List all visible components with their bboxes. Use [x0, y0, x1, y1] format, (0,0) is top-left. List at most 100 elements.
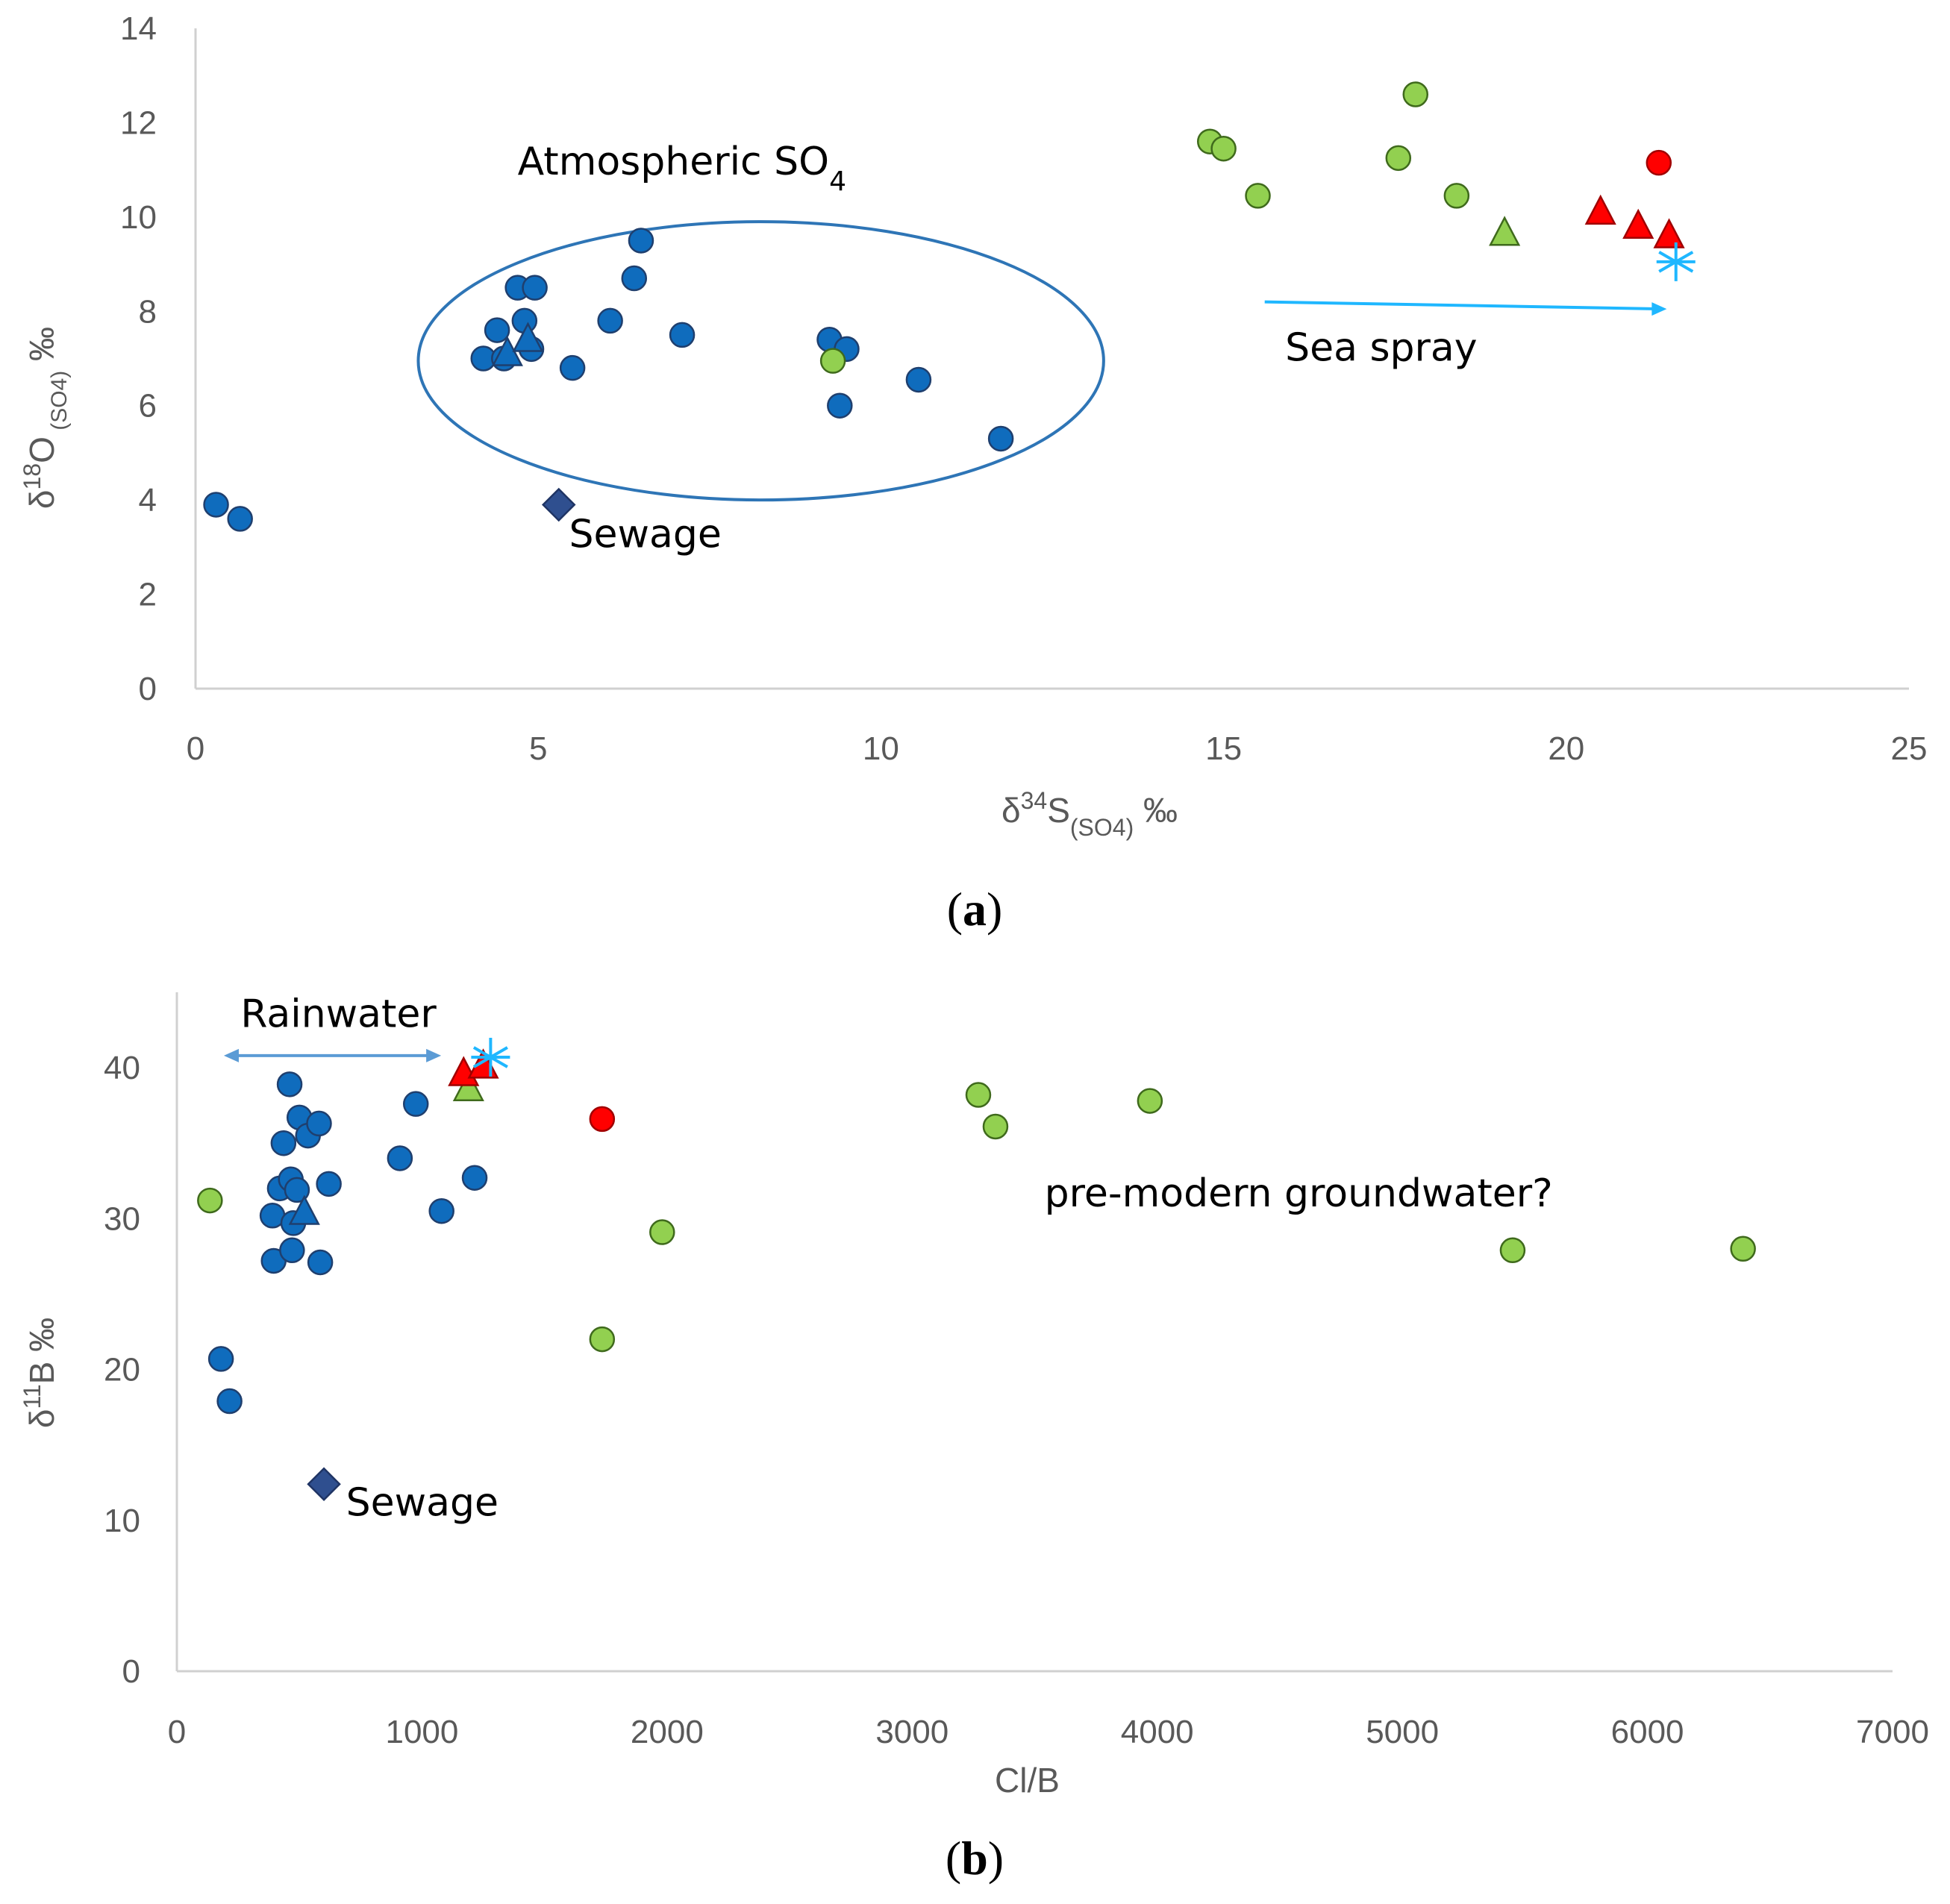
seawater-asterisk-marker [471, 1037, 510, 1077]
panel-a-annotation-sewage: Sewage [569, 512, 722, 557]
panel-b-caption-letter: b [961, 1832, 988, 1885]
panel-a-blue-circle-marker [628, 228, 654, 254]
panel-a-blue-circle-marker [597, 307, 623, 334]
panel-b-green-circle-marker [649, 1219, 675, 1245]
panel-b-blue-circle-marker [402, 1091, 429, 1117]
panel-b-blue-circle-marker [216, 1388, 243, 1415]
panel-a-y-tick-label: 6 [139, 388, 157, 425]
panel-b-annotation-rainwater: Rainwater [240, 992, 437, 1037]
panel-a-annotations: Atmospheric SO4 Sea spray Sewage [518, 140, 1478, 557]
panel-b-blue-circle-marker [428, 1197, 454, 1224]
panel-a-blue-circle-marker [827, 392, 853, 419]
panel-a-caption-letter: a [963, 883, 987, 936]
panel-b-x-tick-label: 1000 [385, 1714, 458, 1750]
panel-a-blue-triangle-marker [512, 322, 544, 352]
panel-a-green-circle-marker [1385, 145, 1412, 172]
panel-a-annotation-seaspray: Sea spray [1285, 326, 1478, 371]
panel-b-y-tick-label: 40 [104, 1050, 140, 1086]
panel-a-green-circle-marker [819, 348, 846, 374]
panel-b-x-tick-label: 5000 [1366, 1714, 1439, 1750]
panel-a-green-circle-marker [1402, 81, 1429, 107]
panel-a-green-triangle-marker [1489, 216, 1521, 246]
panel-b-annotation-premodern: pre-modern groundwater? [1045, 1171, 1553, 1216]
panel-a-y-tick-label: 14 [120, 10, 157, 47]
panel-a-green-circle-marker [1443, 183, 1470, 209]
sewage-diamond-marker [307, 1467, 341, 1502]
panel-a-points [203, 81, 1696, 532]
seawater-asterisk-marker [1656, 242, 1696, 281]
panel-a-y-tick-label: 2 [139, 577, 157, 613]
panel-a-blue-circle-marker [669, 322, 696, 348]
panel-b-x-axis-label: Cl/B [995, 1761, 1060, 1800]
rainwater-range-arrow [223, 1048, 442, 1062]
panel-a-x-tick-label: 5 [529, 730, 547, 767]
panel-b-annotation-sewage: Sewage [346, 1481, 499, 1526]
panel-b-green-circle-marker [197, 1187, 223, 1214]
panel-a-arrow-layer [1264, 300, 1667, 316]
panel-a-red-circle-marker [1646, 149, 1672, 176]
panel-a-blue-circle-marker [559, 354, 586, 381]
panel-a-x-tick-label: 20 [1548, 730, 1584, 767]
panel-b-annotations: Rainwater pre-modern groundwater? Sewage [240, 992, 1552, 1526]
panel-b-green-triangle-marker [452, 1071, 484, 1101]
panel-b-blue-triangle-marker [288, 1194, 320, 1225]
panel-b-green-circle-marker [965, 1082, 992, 1108]
panel-a-ellipse-layer [416, 220, 1105, 502]
panel-b-y-tick-label: 20 [104, 1352, 140, 1388]
panel-b-red-circle-marker [589, 1106, 616, 1133]
panel-b-blue-circle-marker [276, 1071, 303, 1097]
panel-a-red-triangle-marker [1653, 218, 1685, 248]
panel-b-y-tick-label: 10 [104, 1503, 140, 1539]
panel-b-green-circle-marker [1730, 1236, 1756, 1262]
panel-b-arrow-layer [223, 1048, 442, 1062]
sewage-diamond-marker [541, 487, 576, 522]
panel-b-y-tick-label: 30 [104, 1200, 140, 1237]
panel-a-blue-circle-marker [621, 265, 648, 292]
panel-b-y-tick-label: 0 [122, 1653, 140, 1690]
panel-a-y-axis-label: δ18O (SO4) ‰ [19, 327, 72, 509]
panel-a-y-tick-label: 12 [120, 104, 157, 141]
panel-b-blue-circle-marker [270, 1130, 297, 1156]
panel-b-blue-circle-marker [207, 1346, 234, 1372]
panel-a-blue-circle-marker [484, 317, 510, 343]
panel-a-chart: 0 5 10 15 20 25 0 2 4 6 8 10 12 14 δ34S(SO4) ‰ δ18O (SO… [19, 10, 1927, 841]
panel-a-caption: (a) [947, 883, 1003, 936]
panel-a-blue-circle-marker [203, 492, 229, 518]
panel-b-x-tick-label: 3000 [875, 1714, 949, 1750]
panel-b-green-circle-marker [589, 1326, 616, 1353]
panel-a-y-tick-label: 0 [139, 671, 157, 707]
panel-a-y-tick-label: 8 [139, 293, 157, 330]
panel-b-green-circle-marker [982, 1113, 1009, 1140]
panel-a-blue-circle-marker [227, 506, 253, 532]
panel-b-x-tick-label: 7000 [1856, 1714, 1929, 1750]
panel-a-x-tick-label: 10 [863, 730, 899, 767]
panel-a-x-axis-label: δ34S(SO4) ‰ [1001, 787, 1178, 841]
panel-b-x-tick-label: 6000 [1611, 1714, 1684, 1750]
panel-b-x-tick-label: 0 [168, 1714, 186, 1750]
panel-a-y-tick-label: 4 [139, 482, 157, 519]
panel-b-y-axis-label: δ11B ‰ [19, 1318, 61, 1428]
sea-spray-arrow [1264, 300, 1667, 316]
panel-a-x-tick-label: 0 [187, 730, 204, 767]
panel-a-green-circle-marker [1210, 135, 1237, 162]
panel-b-caption: (b) [946, 1832, 1004, 1885]
panel-a-red-triangle-marker [1584, 194, 1616, 225]
panel-b-blue-circle-marker [316, 1171, 342, 1197]
panel-a-blue-circle-marker [522, 275, 548, 301]
panel-b-x-tick-label: 2000 [631, 1714, 704, 1750]
panel-b-blue-circle-marker [461, 1165, 488, 1191]
panel-a-blue-circle-marker [905, 366, 932, 393]
panel-b-x-tick-label: 4000 [1121, 1714, 1194, 1750]
panel-a-y-tick-label: 10 [120, 199, 157, 236]
atmospheric-ellipse [416, 220, 1105, 502]
panel-a-blue-circle-marker [987, 425, 1014, 452]
panel-a-axes: 0 5 10 15 20 25 0 2 4 6 8 10 12 14 δ34S(SO4) ‰ δ18O (SO… [19, 10, 1927, 841]
panel-a-annotation-atmospheric: Atmospheric SO4 [518, 140, 846, 197]
panel-b-green-circle-marker [1499, 1237, 1526, 1264]
panel-b-points [197, 1037, 1756, 1502]
panel-b-blue-circle-marker [279, 1237, 305, 1264]
panel-b-blue-circle-marker [387, 1145, 413, 1171]
panel-b-blue-circle-marker [284, 1177, 310, 1203]
panel-a-x-tick-label: 15 [1205, 730, 1242, 767]
panel-b-blue-circle-marker [307, 1249, 334, 1276]
